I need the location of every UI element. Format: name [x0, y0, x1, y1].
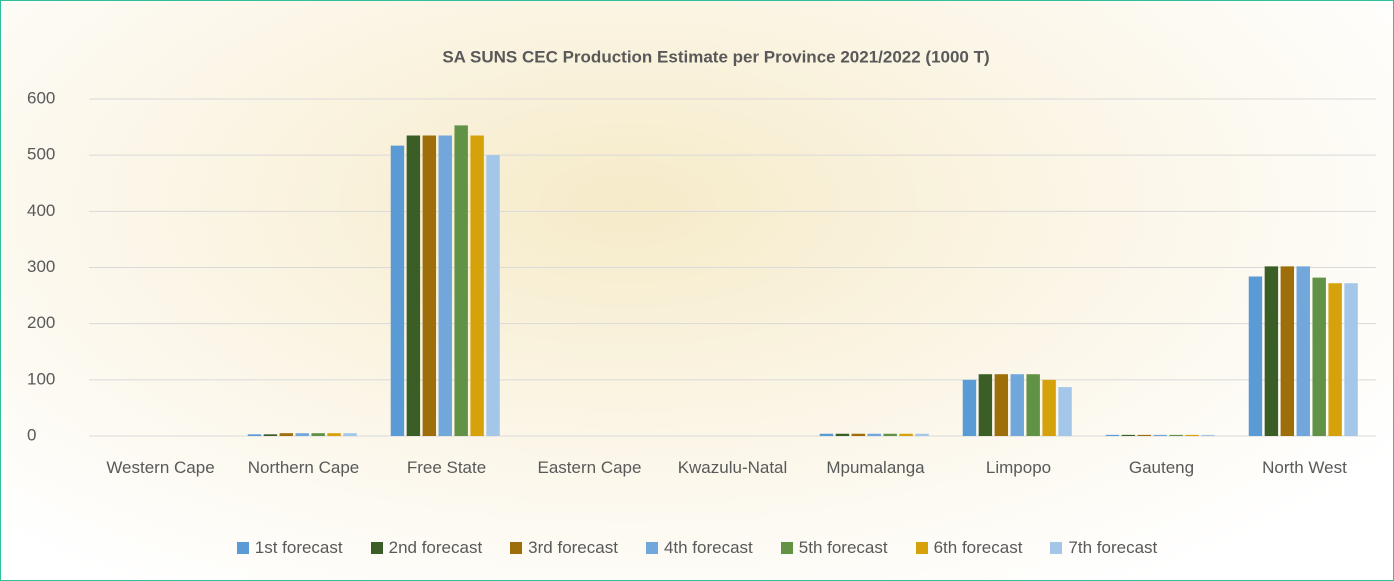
bar — [1201, 435, 1214, 436]
bar — [1122, 435, 1135, 436]
bar — [915, 434, 928, 436]
bar — [1058, 387, 1071, 436]
bar — [979, 374, 992, 436]
bar — [311, 433, 324, 436]
bar — [1138, 435, 1151, 436]
bar — [1011, 374, 1024, 436]
bar — [423, 136, 436, 436]
bar — [296, 433, 309, 436]
legend-swatch — [646, 542, 658, 554]
chart: SA SUNS CEC Production Estimate per Prov… — [0, 0, 1394, 581]
y-tick-label: 300 — [27, 257, 55, 276]
legend-label: 4th forecast — [664, 538, 753, 558]
y-tick-label: 100 — [27, 369, 55, 388]
chart-title: SA SUNS CEC Production Estimate per Prov… — [442, 47, 989, 66]
bar — [899, 434, 912, 436]
y-tick-label: 600 — [27, 88, 55, 107]
bar — [820, 434, 833, 436]
bar — [391, 146, 404, 436]
legend: 1st forecast 2nd forecast 3rd forecast 4th … — [1, 538, 1393, 558]
bar — [1328, 283, 1341, 436]
bar — [1281, 266, 1294, 436]
bar — [280, 433, 293, 436]
bar — [852, 434, 865, 436]
x-tick-label: Northern Cape — [248, 456, 360, 480]
legend-swatch — [237, 542, 249, 554]
legend-label: 7th forecast — [1068, 538, 1157, 558]
legend-item: 6th forecast — [916, 538, 1023, 558]
bar — [1106, 435, 1119, 436]
legend-label: 5th forecast — [799, 538, 888, 558]
x-tick-label: Eastern Cape — [534, 456, 646, 480]
bar — [1185, 435, 1198, 436]
x-tick-label: Gauteng — [1106, 456, 1218, 480]
y-tick-label: 500 — [27, 145, 55, 164]
legend-swatch — [781, 542, 793, 554]
bar — [1312, 278, 1325, 436]
legend-swatch — [916, 542, 928, 554]
y-tick-label: 400 — [27, 201, 55, 220]
x-tick-label: Free State — [391, 456, 503, 480]
plot: SA SUNS CEC Production Estimate per Prov… — [1, 1, 1393, 580]
legend-item: 4th forecast — [646, 538, 753, 558]
bar — [836, 434, 849, 436]
legend-label: 1st forecast — [255, 538, 343, 558]
legend-item: 1st forecast — [237, 538, 343, 558]
bar — [868, 434, 881, 436]
bar — [1042, 380, 1055, 436]
bar — [1169, 435, 1182, 436]
bar — [1344, 283, 1357, 436]
bar — [327, 433, 340, 436]
bar — [439, 136, 452, 436]
bar — [995, 374, 1008, 436]
legend-swatch — [510, 542, 522, 554]
bar — [264, 434, 277, 436]
x-tick-label: North West — [1249, 456, 1361, 480]
bar — [486, 155, 499, 436]
legend-item: 2nd forecast — [371, 538, 483, 558]
bar — [454, 125, 467, 436]
x-tick-label: Western Cape — [105, 456, 217, 480]
legend-item: 7th forecast — [1050, 538, 1157, 558]
bar — [1154, 435, 1167, 436]
x-tick-label: Mpumalanga — [820, 456, 932, 480]
legend-label: 3rd forecast — [528, 538, 618, 558]
bar — [963, 380, 976, 436]
bar — [1297, 266, 1310, 436]
y-tick-label: 200 — [27, 313, 55, 332]
bar — [1265, 266, 1278, 436]
bar — [343, 433, 356, 436]
bar — [407, 136, 420, 436]
bar — [470, 136, 483, 436]
bar — [248, 434, 261, 436]
legend-swatch — [371, 542, 383, 554]
x-tick-label: Kwazulu-Natal — [677, 456, 789, 480]
bar — [1026, 374, 1039, 436]
x-tick-label: Limpopo — [963, 456, 1075, 480]
bar — [883, 434, 896, 436]
legend-swatch — [1050, 542, 1062, 554]
legend-item: 3rd forecast — [510, 538, 618, 558]
legend-label: 6th forecast — [934, 538, 1023, 558]
legend-label: 2nd forecast — [389, 538, 483, 558]
bar — [1249, 276, 1262, 436]
legend-item: 5th forecast — [781, 538, 888, 558]
y-tick-label: 0 — [27, 425, 36, 444]
